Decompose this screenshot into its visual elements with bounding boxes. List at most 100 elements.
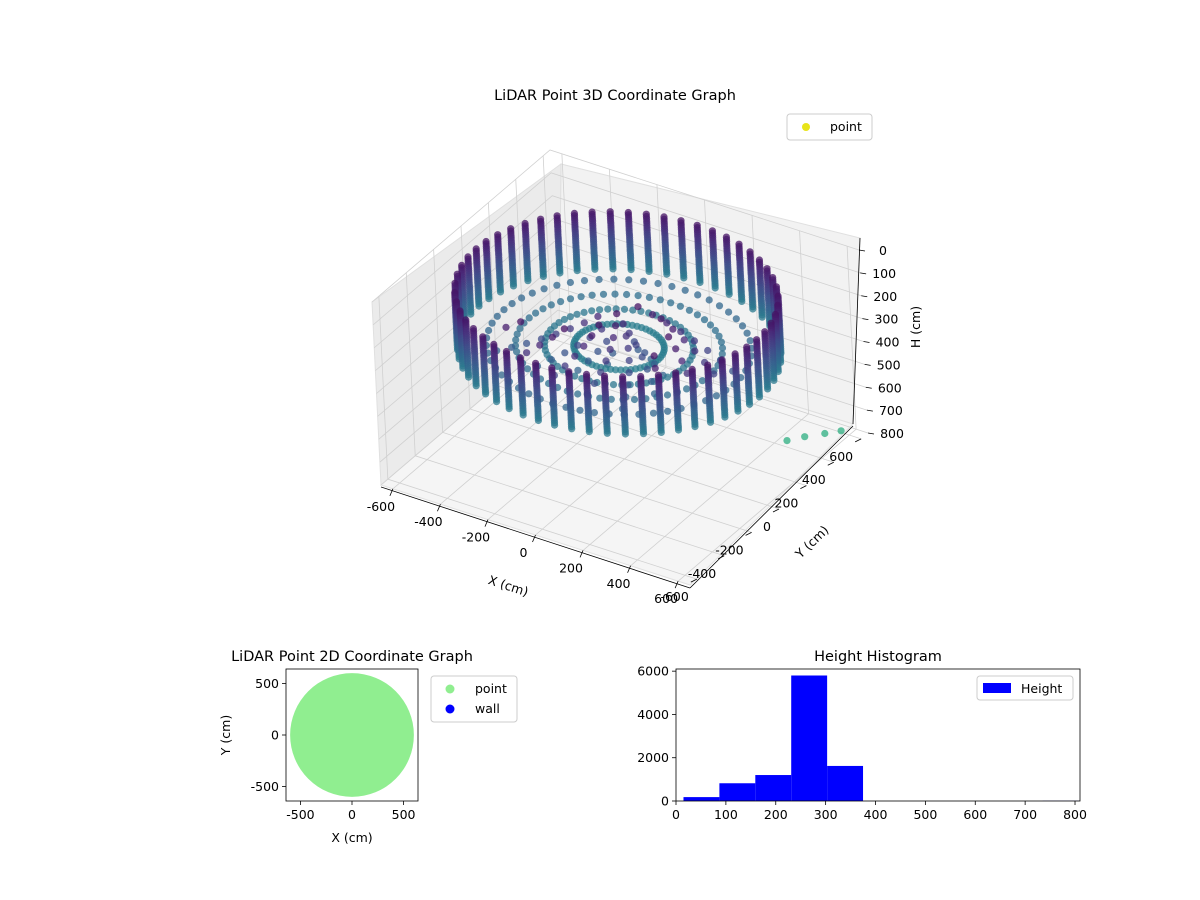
data-point bbox=[604, 305, 612, 313]
data-point bbox=[556, 269, 564, 277]
data-point bbox=[743, 329, 751, 337]
data-point bbox=[553, 362, 562, 370]
x-tick-label: 400 bbox=[607, 576, 631, 591]
data-point bbox=[683, 385, 691, 393]
data-point bbox=[560, 315, 569, 324]
legend-box bbox=[976, 675, 1074, 701]
data-point bbox=[650, 352, 658, 360]
data-point bbox=[625, 356, 633, 365]
x-tick-label: 400 bbox=[864, 807, 888, 822]
z-tick bbox=[863, 341, 870, 343]
data-point bbox=[700, 316, 709, 324]
x-tick-label: 800 bbox=[1063, 807, 1087, 822]
y-tick-label: 2000 bbox=[637, 750, 669, 765]
y-axis-label-2d: Y (cm) bbox=[218, 715, 233, 756]
data-point bbox=[571, 352, 579, 360]
data-point bbox=[603, 429, 611, 437]
data-point bbox=[668, 282, 676, 291]
data-point bbox=[573, 267, 581, 275]
x-tick-label: 200 bbox=[559, 560, 583, 575]
y-tick-label: -200 bbox=[715, 542, 743, 557]
data-point bbox=[574, 341, 582, 349]
x-tick-label: 200 bbox=[764, 807, 788, 822]
y-tick bbox=[800, 485, 807, 489]
data-point bbox=[745, 400, 754, 408]
data-point bbox=[596, 306, 604, 314]
data-point bbox=[571, 372, 579, 380]
x-tick-label: 600 bbox=[654, 591, 678, 606]
data-point bbox=[629, 306, 637, 314]
data-point bbox=[690, 337, 699, 345]
data-point bbox=[594, 312, 602, 320]
y-tick-label: 400 bbox=[802, 472, 826, 487]
legend-marker-height bbox=[983, 683, 1011, 693]
data-point bbox=[528, 289, 536, 297]
legend-marker-point bbox=[445, 684, 455, 694]
data-point bbox=[537, 335, 546, 343]
data-point bbox=[580, 342, 588, 350]
data-point bbox=[595, 321, 603, 329]
x-tick-label: -400 bbox=[414, 514, 442, 529]
data-point bbox=[513, 330, 521, 338]
data-point bbox=[566, 313, 575, 321]
histogram-bar bbox=[791, 675, 828, 801]
x-tick-label: 100 bbox=[714, 807, 738, 822]
data-point bbox=[681, 286, 689, 294]
data-point bbox=[746, 337, 754, 345]
data-point bbox=[648, 311, 657, 319]
data-point bbox=[551, 421, 559, 429]
grid-line-z bbox=[372, 172, 861, 326]
ticks-2d: -500 0 500 -500 0 500 bbox=[251, 676, 416, 822]
z-tick bbox=[858, 249, 866, 252]
data-point bbox=[610, 275, 618, 283]
data-point bbox=[508, 343, 516, 351]
data-point bbox=[588, 307, 596, 315]
x-tick-label: 0 bbox=[520, 545, 528, 560]
data-point bbox=[617, 366, 625, 374]
data-point bbox=[509, 282, 518, 290]
y-tick-label: 0 bbox=[271, 728, 279, 743]
data-point bbox=[609, 334, 618, 342]
data-point bbox=[693, 311, 702, 319]
data-point bbox=[645, 293, 654, 301]
z-tick-label: 300 bbox=[874, 312, 898, 327]
z-tick-label: 200 bbox=[873, 289, 897, 304]
data-point bbox=[734, 407, 742, 415]
data-point bbox=[732, 315, 740, 323]
x-tick-label: -500 bbox=[286, 807, 314, 822]
data-point bbox=[725, 290, 733, 298]
data-point bbox=[584, 357, 592, 365]
data-point bbox=[621, 430, 630, 438]
data-point bbox=[467, 310, 475, 318]
data-point bbox=[717, 338, 726, 346]
data-point bbox=[588, 291, 596, 299]
data-point bbox=[677, 328, 685, 336]
chart-2d: LiDAR Point 2D Coordinate Graph -500 0 500… bbox=[218, 649, 518, 845]
legend-label-wall: wall bbox=[475, 701, 500, 716]
data-point bbox=[634, 303, 642, 311]
ticks-histogram: 0 100 200 300 400 500 600 700 800 0 2000 4000 6000 bbox=[637, 664, 1087, 822]
data-point bbox=[664, 407, 672, 415]
data-point bbox=[502, 323, 510, 331]
data-point bbox=[738, 322, 747, 330]
data-point bbox=[580, 308, 588, 316]
data-point bbox=[472, 382, 480, 390]
legend-box bbox=[786, 113, 873, 141]
data-point bbox=[557, 298, 565, 306]
legend-label-height: Height bbox=[1021, 681, 1062, 696]
x-axis-line bbox=[380, 486, 691, 589]
data-point bbox=[485, 326, 493, 335]
legend-marker-wall bbox=[445, 704, 455, 714]
y-tick-label: 0 bbox=[661, 794, 669, 809]
data-point bbox=[667, 299, 675, 307]
data-point bbox=[705, 296, 713, 304]
data-point bbox=[523, 349, 531, 357]
y-tick bbox=[718, 555, 725, 560]
data-point bbox=[657, 315, 665, 323]
histogram-title: Height Histogram bbox=[814, 649, 942, 665]
data-point bbox=[523, 365, 532, 373]
data-point bbox=[669, 325, 677, 333]
y-tick-label: -500 bbox=[251, 779, 279, 794]
data-point bbox=[654, 279, 662, 288]
chart-3d-title: LiDAR Point 3D Coordinate Graph bbox=[494, 88, 736, 104]
